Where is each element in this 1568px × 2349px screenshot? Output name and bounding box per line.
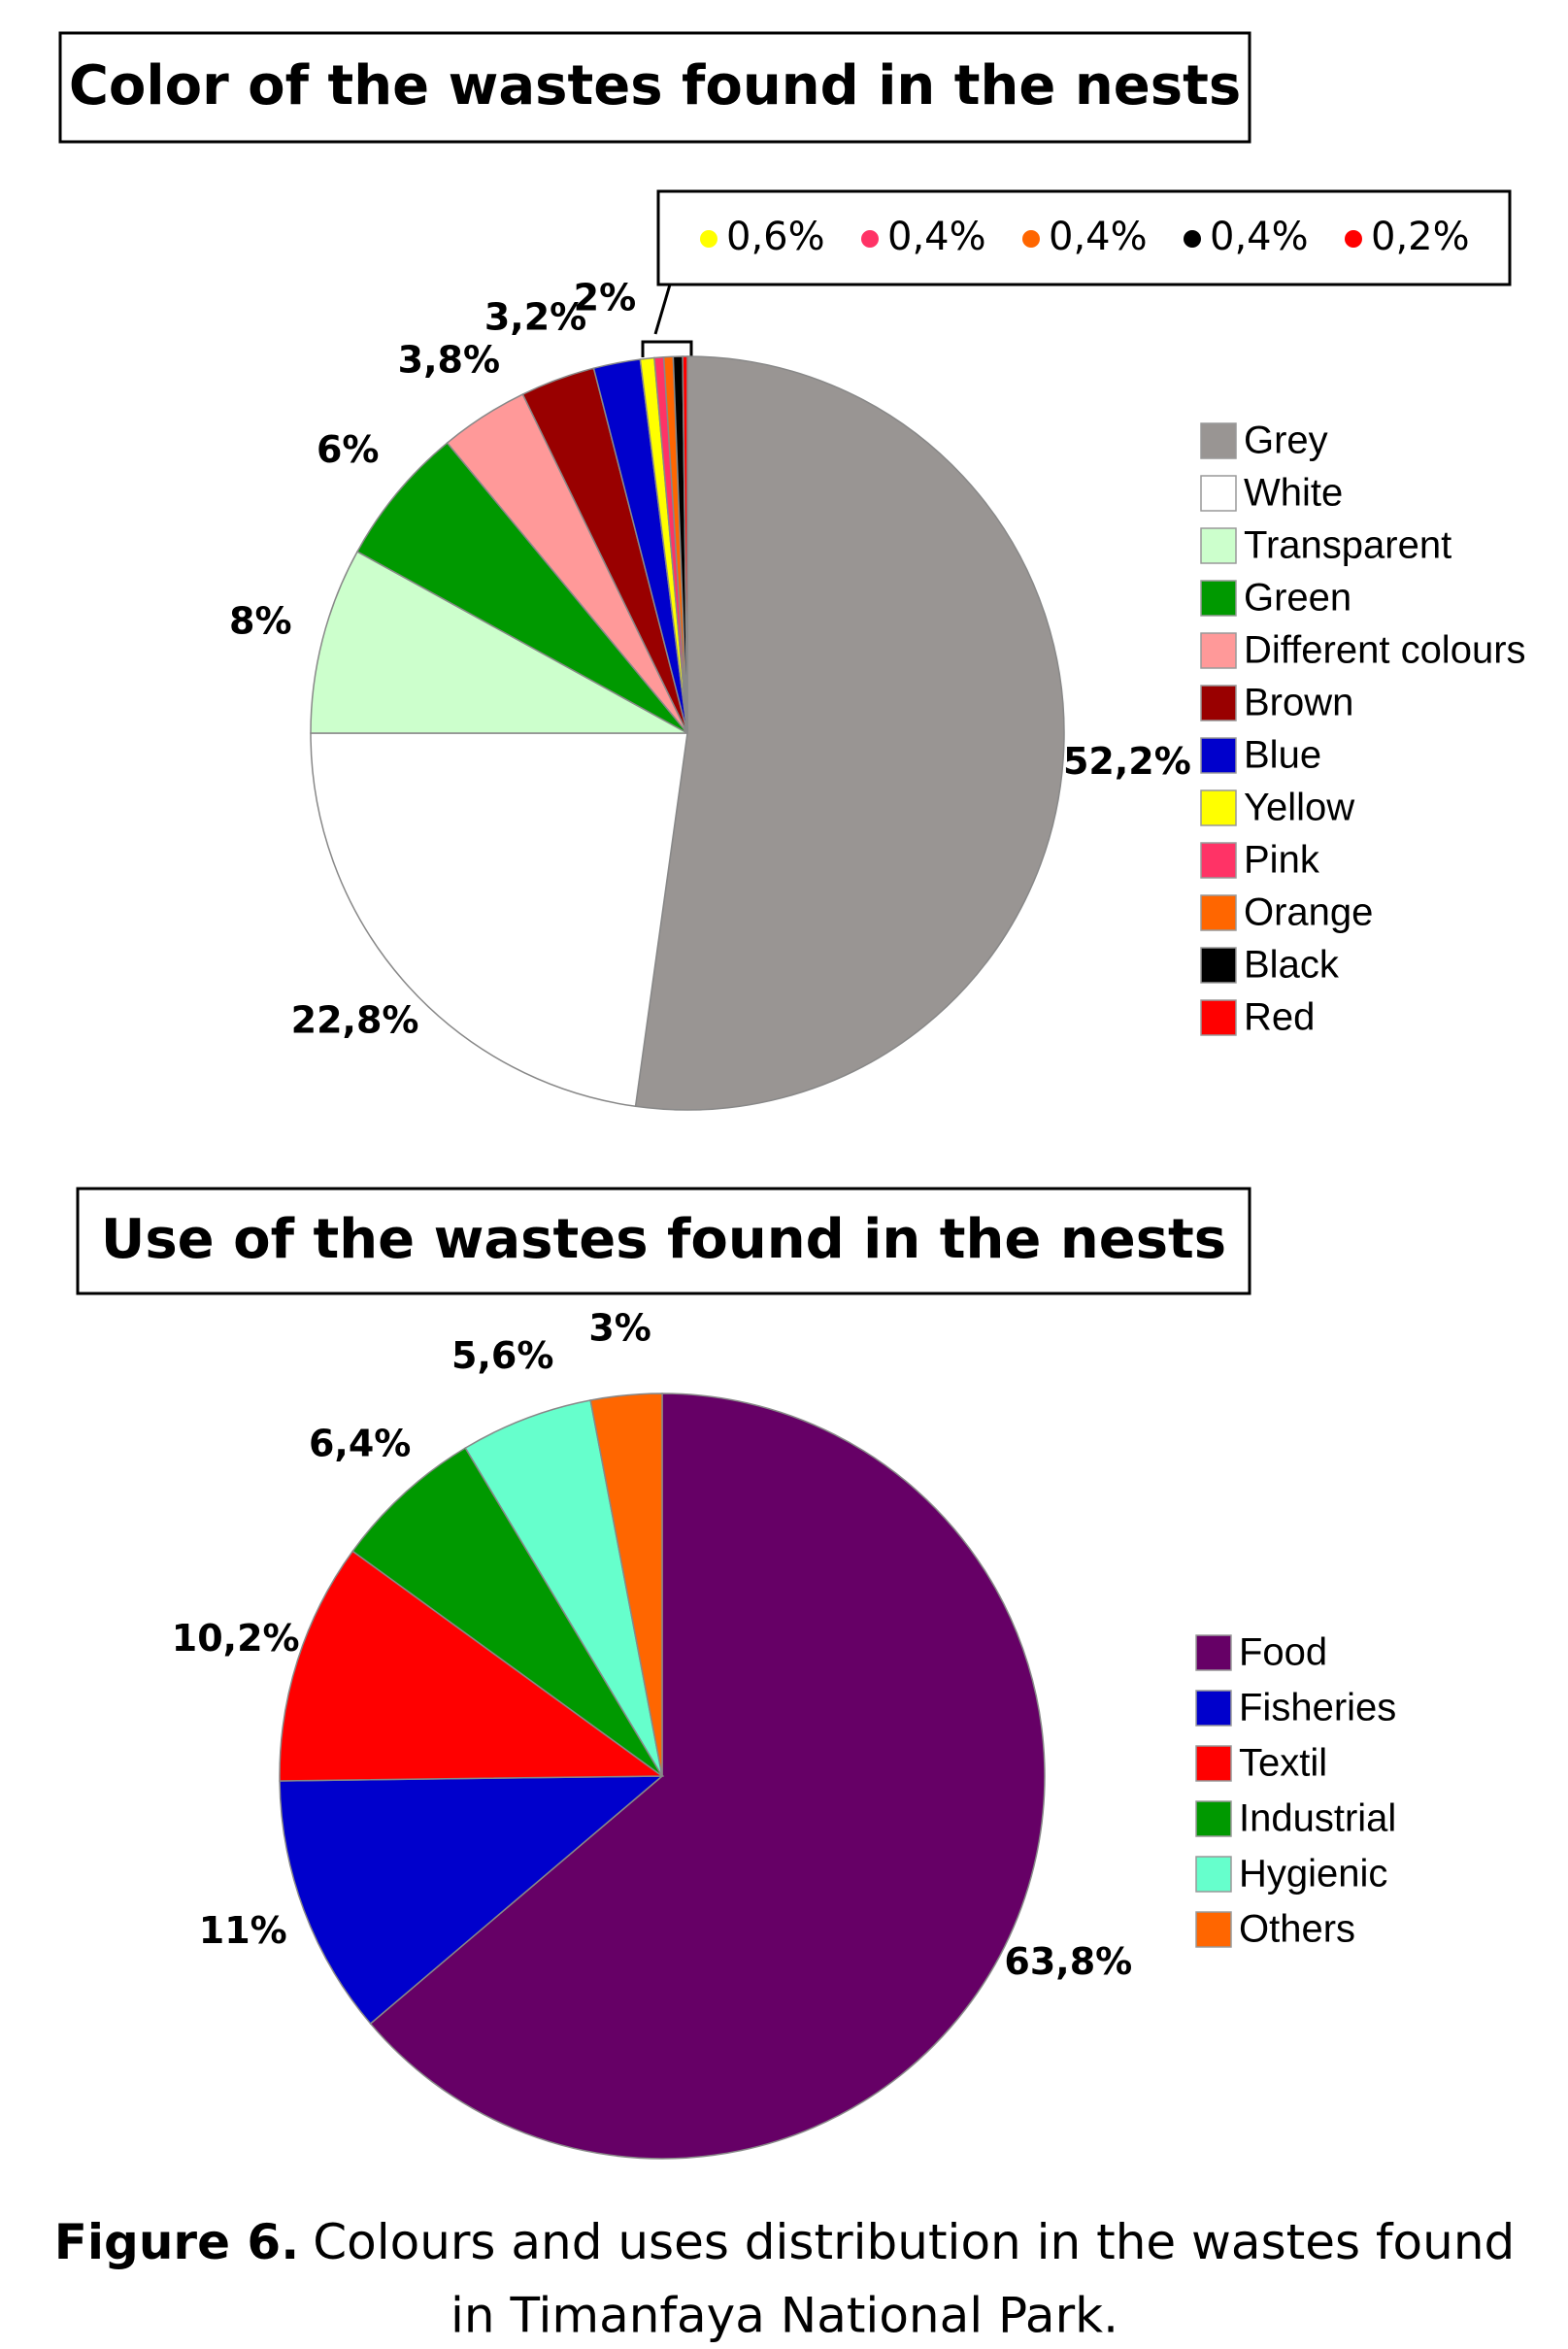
title-box — [58, 31, 1251, 144]
data-label: 52,2% — [1063, 740, 1191, 783]
data-label: 63,8% — [1004, 1940, 1132, 1983]
data-label: 10,2% — [172, 1617, 300, 1660]
callout-dot — [1022, 230, 1040, 248]
callout-label: 0,4% — [887, 215, 986, 259]
callout-label: 0,4% — [1049, 215, 1148, 259]
legend-label: Blue — [1244, 734, 1321, 777]
legend-label: Food — [1239, 1631, 1327, 1674]
callout-bracket — [641, 340, 693, 357]
legend-label: Transparent — [1244, 524, 1451, 567]
legend-label: Pink — [1244, 839, 1320, 882]
data-label: 6% — [317, 428, 380, 471]
caption-text: Colours and uses distribution in the was… — [313, 2214, 1515, 2270]
data-label: 11% — [199, 1909, 287, 1952]
legend-label: Hygienic — [1239, 1853, 1387, 1896]
data-label: 3,8% — [398, 339, 500, 382]
data-label: 6,4% — [309, 1423, 411, 1465]
data-label: 8% — [229, 600, 292, 643]
legend-swatch — [1200, 894, 1237, 931]
legend-label: Industrial — [1239, 1797, 1396, 1840]
legend-label: Grey — [1244, 419, 1328, 462]
legend-swatch — [1200, 789, 1237, 826]
caption-line: Figure 6. Colours and uses distribution i… — [54, 2214, 1516, 2270]
callout-pointer — [653, 284, 672, 335]
legend-swatch — [1200, 475, 1237, 512]
legend-swatch — [1200, 842, 1237, 879]
legend-label: Green — [1244, 577, 1351, 620]
title-box — [76, 1187, 1251, 1295]
pie-slice — [464, 1399, 663, 1777]
legend-swatch — [1195, 1634, 1232, 1671]
pie-slice — [351, 1447, 663, 1777]
legend-label: Yellow — [1244, 787, 1354, 829]
chart-title: Color of the wastes found in the nests — [69, 54, 1241, 117]
legend-swatch — [1200, 999, 1237, 1036]
callout-dot — [1345, 230, 1362, 248]
legend-label: Orange — [1244, 891, 1373, 934]
callout-dot — [700, 230, 717, 248]
pie-slice — [310, 732, 688, 1108]
pie-slice — [369, 1393, 1046, 2160]
callout-label: 0,6% — [726, 215, 825, 259]
legend-label: Different colours — [1244, 629, 1526, 672]
data-label: 5,6% — [451, 1334, 553, 1377]
legend-swatch — [1200, 632, 1237, 669]
data-label: 2% — [574, 277, 637, 319]
data-label: 22,8% — [291, 999, 419, 1042]
pie-slice — [355, 441, 688, 734]
legend-label: Black — [1244, 944, 1340, 987]
legend-swatch — [1200, 685, 1237, 721]
legend-swatch — [1195, 1911, 1232, 1948]
callout-dot — [861, 230, 879, 248]
legend-swatch — [1200, 527, 1237, 564]
pie-slice — [589, 1393, 663, 1777]
legend-label: Others — [1239, 1908, 1355, 1951]
callout-dot — [1184, 230, 1201, 248]
pie-slice — [634, 355, 1065, 1111]
legend-swatch — [1200, 580, 1237, 617]
legend-swatch — [1195, 1856, 1232, 1893]
legend-label: Brown — [1244, 682, 1353, 724]
legend-swatch — [1200, 737, 1237, 774]
data-label: 3,2% — [484, 295, 586, 338]
pie-slice — [279, 1550, 665, 1782]
data-label: 3% — [588, 1307, 651, 1350]
pie-slice — [310, 551, 688, 734]
caption-label: Figure 6. — [54, 2214, 299, 2270]
legend-label: Fisheries — [1239, 1687, 1396, 1729]
legend-swatch — [1200, 947, 1237, 984]
legend-label: White — [1244, 472, 1343, 515]
pie-slice — [279, 1775, 665, 2025]
legend-swatch — [1195, 1800, 1232, 1837]
legend-swatch — [1195, 1690, 1232, 1727]
callout-label: 0,4% — [1210, 215, 1309, 259]
pie-slice — [682, 355, 688, 734]
legend-swatch — [1195, 1745, 1232, 1782]
callout-label: 0,2% — [1371, 215, 1470, 259]
chart-title: Use of the wastes found in the nests — [101, 1208, 1226, 1271]
caption-text: in Timanfaya National Park. — [450, 2288, 1118, 2344]
legend-label: Red — [1244, 996, 1315, 1039]
legend-label: Textil — [1239, 1742, 1327, 1785]
callout-box — [656, 189, 1512, 286]
legend-swatch — [1200, 422, 1237, 459]
